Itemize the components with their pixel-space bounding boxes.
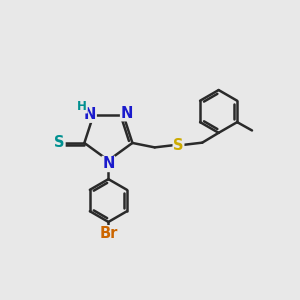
Text: N: N (84, 107, 96, 122)
Text: S: S (54, 135, 65, 150)
Text: H: H (77, 100, 87, 113)
Text: Br: Br (99, 226, 118, 241)
Text: N: N (121, 106, 133, 121)
Text: N: N (102, 157, 115, 172)
Text: S: S (173, 137, 184, 152)
